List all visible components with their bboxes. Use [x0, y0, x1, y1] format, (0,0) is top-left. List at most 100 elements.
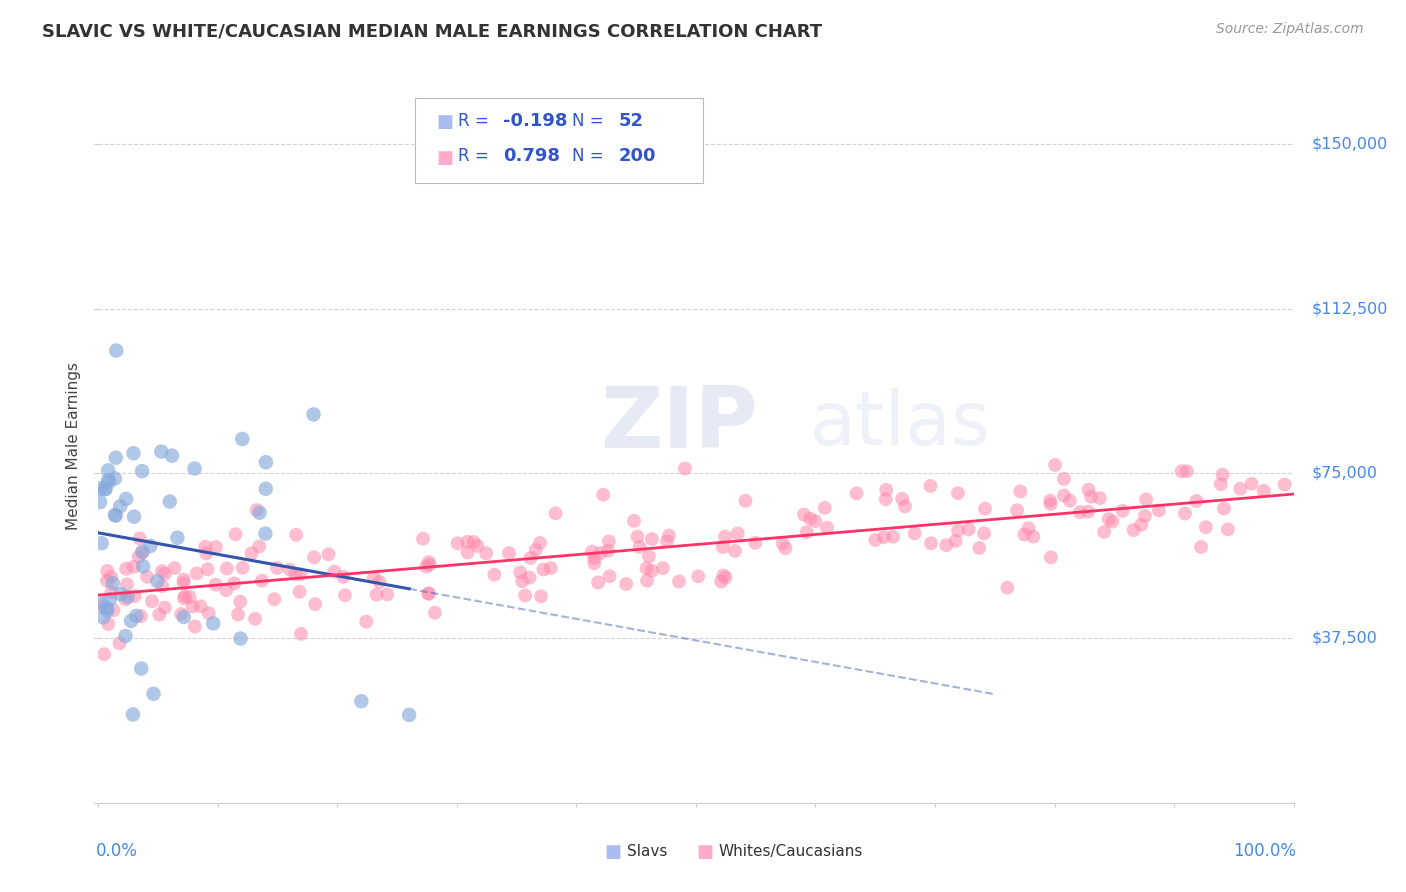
Point: [332, 570, 354, 584]
Point: [115, 491, 138, 506]
Point: [583, 556, 606, 570]
Point: [278, 563, 301, 577]
Point: [124, 589, 146, 603]
Point: [174, 589, 197, 603]
Point: [398, 708, 420, 723]
Text: 100.0%: 100.0%: [1233, 842, 1296, 860]
Point: [100, 585, 122, 599]
Point: [1088, 491, 1111, 505]
Point: [969, 541, 991, 555]
Text: R =: R =: [458, 112, 495, 129]
Point: [688, 569, 710, 583]
Point: [173, 610, 195, 624]
Point: [623, 514, 645, 528]
Point: [100, 570, 122, 584]
Point: [714, 571, 737, 585]
Point: [146, 574, 169, 588]
Point: [891, 491, 914, 506]
Point: [581, 544, 603, 558]
Point: [651, 561, 673, 575]
Point: [117, 590, 139, 604]
Point: [170, 607, 193, 621]
Point: [183, 461, 205, 475]
Point: [266, 561, 288, 575]
Point: [285, 528, 308, 542]
Point: [150, 444, 173, 458]
Point: [658, 528, 681, 542]
Point: [104, 450, 127, 465]
Text: $150,000: $150,000: [1312, 136, 1388, 152]
Point: [544, 506, 567, 520]
Point: [122, 446, 145, 460]
Point: [122, 707, 145, 722]
Point: [1240, 476, 1263, 491]
Point: [530, 590, 553, 604]
Point: [125, 608, 148, 623]
Point: [1053, 489, 1076, 503]
Y-axis label: Median Male Earnings: Median Male Earnings: [66, 362, 82, 530]
Point: [1069, 505, 1091, 519]
Point: [115, 577, 138, 591]
Point: [1130, 517, 1153, 532]
Point: [229, 632, 252, 646]
Point: [181, 599, 204, 614]
Point: [224, 576, 246, 591]
Text: atlas: atlas: [810, 388, 990, 461]
Point: [1213, 501, 1236, 516]
Point: [484, 567, 506, 582]
Point: [711, 540, 734, 554]
Point: [463, 535, 485, 549]
Point: [1209, 477, 1232, 491]
Point: [136, 570, 159, 584]
Point: [186, 566, 208, 581]
Point: [599, 569, 621, 583]
Point: [515, 589, 537, 603]
Point: [263, 592, 285, 607]
Point: [231, 432, 253, 446]
Point: [90, 481, 112, 495]
Point: [98, 592, 121, 607]
Point: [132, 559, 155, 574]
Point: [775, 541, 797, 556]
Text: $112,500: $112,500: [1312, 301, 1388, 317]
Point: [141, 594, 163, 608]
Point: [865, 533, 887, 547]
Point: [179, 590, 201, 604]
Point: [628, 540, 651, 554]
Point: [350, 694, 373, 708]
Point: [122, 509, 145, 524]
Point: [655, 534, 678, 549]
Text: $37,500: $37,500: [1312, 631, 1378, 646]
Point: [153, 566, 176, 581]
Point: [1077, 483, 1099, 497]
Point: [529, 536, 551, 550]
Point: [1195, 520, 1218, 534]
Point: [710, 574, 733, 589]
Point: [354, 615, 377, 629]
Point: [772, 536, 794, 550]
Point: [224, 527, 246, 541]
Point: [204, 577, 226, 591]
Point: [304, 597, 326, 611]
Point: [90, 596, 112, 610]
Point: [110, 587, 132, 601]
Point: [104, 508, 127, 523]
Point: [1274, 477, 1296, 491]
Point: [519, 550, 541, 565]
Point: [284, 566, 307, 581]
Point: [596, 543, 619, 558]
Point: [714, 529, 737, 543]
Text: Source: ZipAtlas.com: Source: ZipAtlas.com: [1216, 22, 1364, 37]
Point: [215, 561, 238, 575]
Point: [302, 408, 325, 422]
Point: [673, 461, 696, 475]
Point: [882, 530, 904, 544]
Point: [995, 581, 1018, 595]
Point: [935, 538, 957, 552]
Point: [254, 526, 277, 541]
Point: [375, 587, 398, 601]
Point: [101, 576, 124, 591]
Point: [89, 495, 111, 509]
Point: [1133, 508, 1156, 523]
Point: [626, 530, 648, 544]
